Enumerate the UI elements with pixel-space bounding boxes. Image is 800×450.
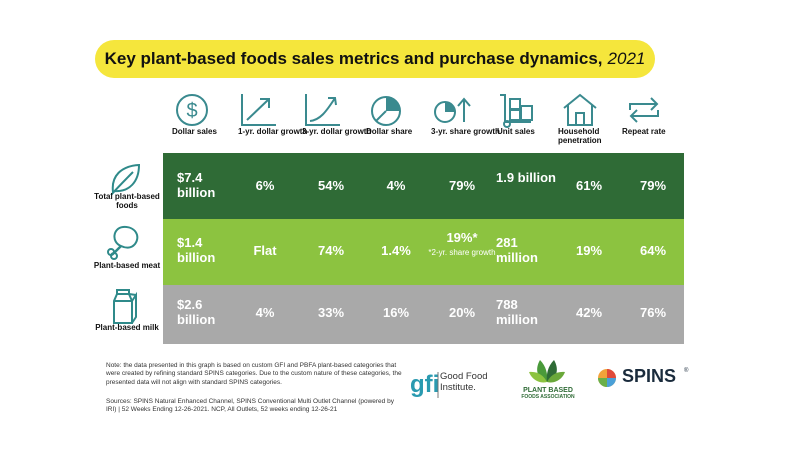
chart-title-main: Key plant-based foods sales metrics and … [104,49,603,68]
table-cell: 79% [448,178,476,193]
column-header: 1-yr. dollar growth [238,127,308,136]
table-cell: 42% [575,305,603,320]
drumstick-icon [105,222,145,260]
milk-carton-icon [105,287,145,325]
table-cell: $1.4 billion [177,235,216,265]
pbfa-name: PLANT BASED FOODS ASSOCIATION [512,387,584,400]
table-cell: 19% [575,243,603,258]
table-cell: 4% [255,305,275,320]
column-header: Dollar sales [172,127,217,136]
spins-name: SPINS [622,366,677,386]
table-row-milk: $2.6 billion 4% 33% 16% 20% 788 million … [163,285,684,344]
table-cell: 281 million [496,235,538,265]
table-cell: 64% [639,243,667,258]
table-cell: 20% [448,305,476,320]
table-cell-with-note: 19%* *2-yr. share growth [420,230,504,257]
table-cell: 33% [317,305,345,320]
pbfa-name-line2: FOODS ASSOCIATION [521,393,575,400]
column-header: Unit sales [497,127,535,136]
table-cell: 16% [382,305,410,320]
table-cell: $7.4 billion [177,170,216,200]
footnote-share-growth: *2-yr. share growth [428,247,496,257]
gfi-name-line2: Institute. [440,381,476,393]
table-cell: 79% [639,178,667,193]
trend-curve-up-icon [302,92,342,128]
column-header: 3-yr. dollar growth [302,127,372,136]
table-cell: 61% [575,178,603,193]
leaf-icon [105,160,145,198]
repeat-arrows-icon [624,92,664,128]
gfi-name-line1: Good Food [440,371,488,382]
column-header: 3-yr. share growth [431,127,500,136]
spins-logo: ® [595,364,690,394]
hand-truck-boxes-icon [497,92,537,128]
pbfa-name-line1: PLANT BASED [523,387,573,394]
pie-arrow-up-icon [432,92,472,128]
column-header: Dollar share [366,127,413,136]
table-cell: 788 million [496,297,538,327]
table-cell: 1.9 billion [496,170,556,185]
table-cell: 76% [639,305,667,320]
gfi-logo-mark: gfi [410,371,439,398]
table-cell: 1.4% [381,243,411,258]
row-label-total: Total plant-based foods [94,192,160,211]
table-row-meat: $1.4 billion Flat 74% 1.4% 19%* *2-yr. s… [163,219,684,286]
chart-title-year: 2021 [607,49,646,68]
table-cell: 74% [317,243,345,258]
dollar-circle-icon: $ [172,92,212,128]
gfi-logo: gfi [408,364,520,404]
table-cell: $2.6 billion [177,297,216,327]
trend-up-arrow-icon [238,92,278,128]
table-cell: 4% [386,178,406,193]
pie-chart-icon [368,92,408,128]
table-cell: 54% [317,178,345,193]
footnote: Note: the data presented in this graph i… [106,362,402,386]
sources-note: Sources: SPINS Natural Enhanced Channel,… [106,398,394,414]
chart-title: Key plant-based foods sales metrics and … [95,40,655,78]
gfi-name: Good Food Institute. [440,371,488,394]
column-header: Repeat rate [622,127,666,136]
column-header: Household penetration [558,127,602,146]
pbfa-logo [516,354,578,406]
table-cell: 6% [255,178,275,193]
table-row-total: $7.4 billion 6% 54% 4% 79% 1.9 billion 6… [163,153,684,220]
svg-text:$: $ [186,100,197,122]
row-label-meat: Plant-based meat [93,261,161,270]
row-label-milk: Plant-based milk [95,323,159,332]
table-cell: Flat [253,243,277,258]
spins-registered-mark: ® [684,367,689,374]
table-cell: 19%* [446,230,478,245]
house-icon [560,92,600,128]
